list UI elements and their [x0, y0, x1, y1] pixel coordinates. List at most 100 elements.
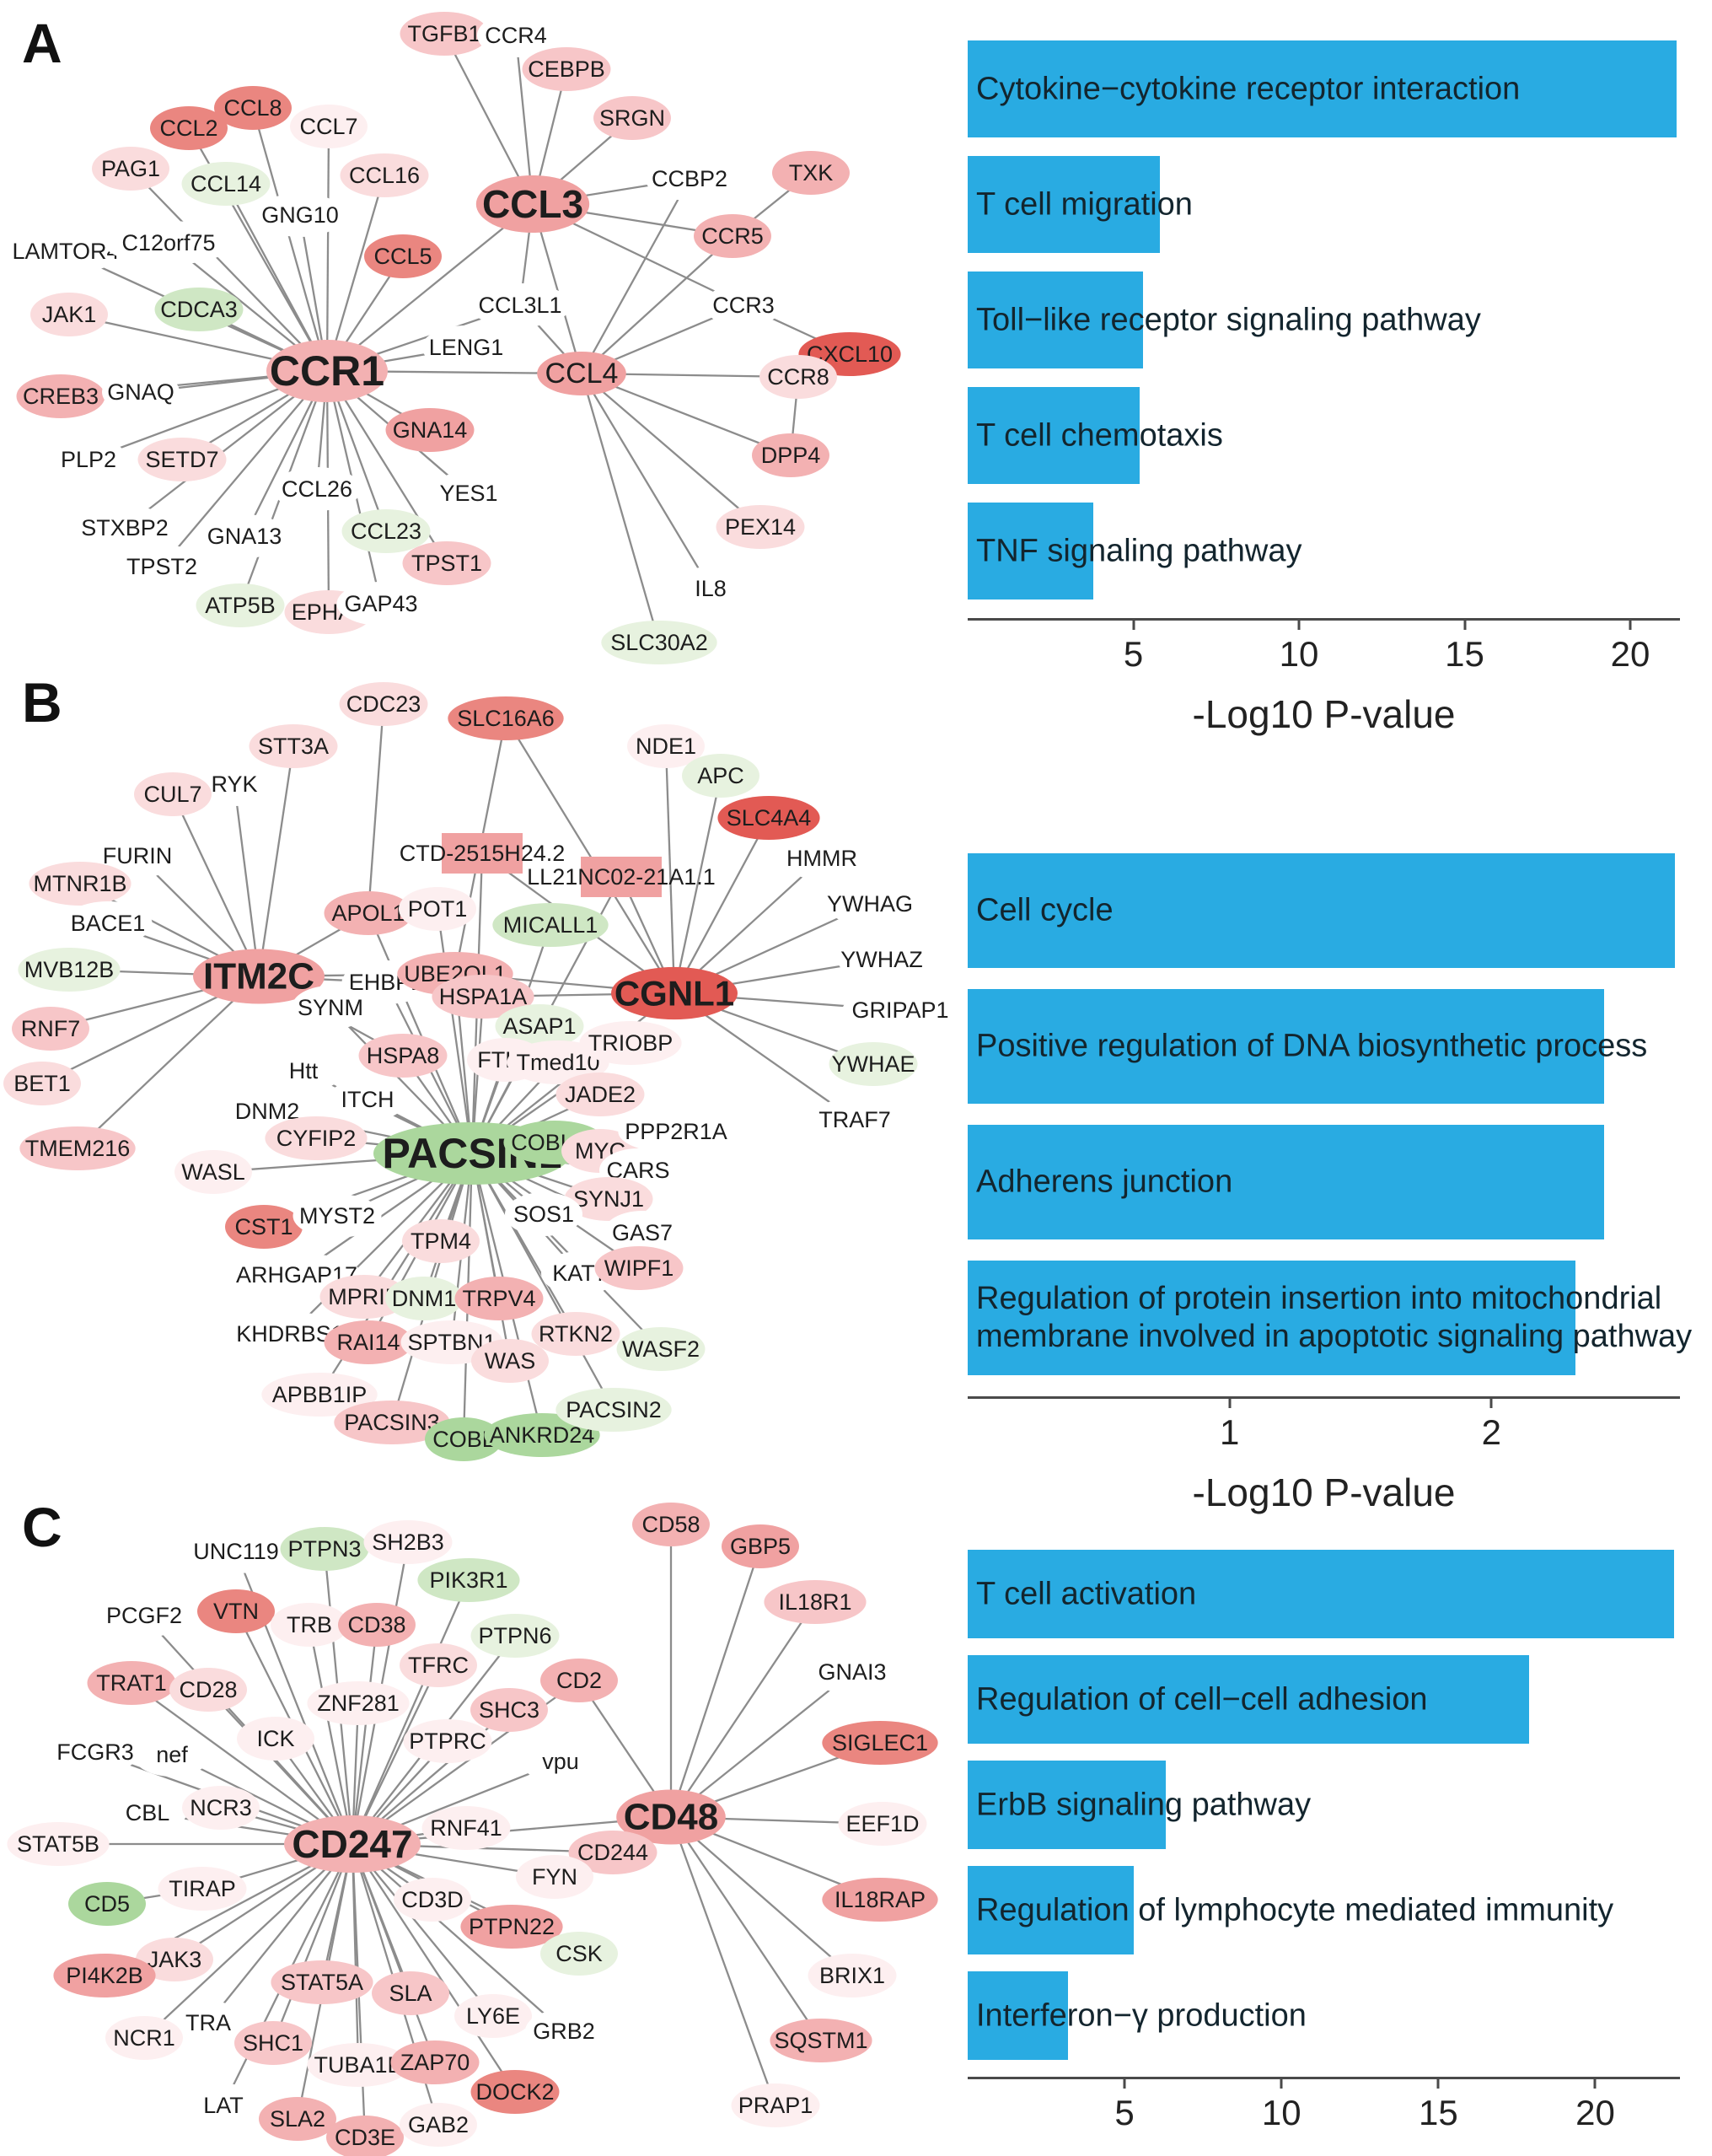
node-shape-ellipse: [99, 1594, 189, 1637]
network-node: SLC30A2: [601, 621, 717, 664]
node-label: RNF7: [21, 1016, 81, 1041]
network-node: MTNR1B: [29, 862, 131, 906]
node-shape-ellipse: [616, 1327, 706, 1371]
network-edge: [670, 1671, 853, 1818]
panel-letter-b: B: [22, 671, 62, 734]
node-label: CTD-2515H24.2: [400, 841, 566, 866]
network-node: SOS1: [505, 1192, 582, 1236]
node-label: CCR5: [701, 223, 764, 249]
node-label: DNM2: [235, 1099, 300, 1124]
node-label: GRIPAP1: [851, 997, 948, 1023]
node-shape-ellipse: [271, 1603, 348, 1647]
network-node: YWHAG: [825, 882, 915, 926]
node-label: FURIN: [103, 843, 173, 868]
network-node: VTN: [197, 1589, 275, 1633]
node-shape-ellipse: [417, 1558, 520, 1602]
network-node: PTPN3: [280, 1527, 369, 1571]
network-edge: [436, 908, 474, 1154]
bar: [968, 1866, 1135, 1954]
node-shape-ellipse: [616, 1789, 726, 1845]
node-shape-ellipse: [16, 374, 105, 418]
node-shape-ellipse: [364, 234, 442, 278]
network-node: BACE1: [63, 901, 153, 945]
node-label: MICALL1: [503, 912, 598, 938]
node-label: Htt: [289, 1058, 319, 1083]
node-shape-rect: [442, 833, 523, 874]
node-label: TGFB1: [407, 21, 480, 46]
network-edge: [131, 1682, 353, 1845]
node-shape-ellipse: [109, 1791, 186, 1835]
node-shape-ellipse: [326, 2116, 404, 2156]
node-label: APOL1: [331, 901, 405, 926]
node-shape-ellipse: [117, 545, 207, 589]
axis-tick-mark: [1228, 1397, 1232, 1408]
node-shape-ellipse: [772, 151, 850, 195]
axis-tick-mark: [1132, 619, 1135, 630]
axis-tick-mark: [1280, 2078, 1283, 2089]
network-node: TXK: [772, 151, 850, 195]
network-edge: [352, 1843, 565, 2032]
node-shape-ellipse: [334, 1401, 450, 1444]
node-shape-ellipse: [150, 106, 228, 150]
pathway-bar-chart-a: Cytokine−cytokine receptor interaction T …: [968, 40, 1693, 737]
axis-tick-mark: [1629, 619, 1632, 630]
node-label: CCL5: [373, 244, 432, 269]
node-shape-ellipse: [259, 2097, 336, 2141]
bar-label: T cell migration: [976, 186, 1193, 223]
node-shape-ellipse: [522, 47, 611, 91]
network-node: vpu: [522, 1739, 599, 1783]
node-shape-ellipse: [522, 1739, 599, 1783]
node-label: SHC3: [479, 1697, 539, 1723]
network-node: C12orf75: [104, 221, 233, 265]
bar-label: ErbB signaling pathway: [976, 1787, 1312, 1823]
network-node: RAI14: [324, 1320, 413, 1364]
node-label: SOS1: [513, 1202, 574, 1227]
node-label: SLC4A4: [727, 805, 812, 831]
network-node: CD58: [632, 1503, 710, 1546]
network-edge: [289, 1153, 473, 1335]
node-shape-ellipse: [158, 1867, 247, 1911]
bar-row: Regulation of protein insertion into mit…: [968, 1261, 1693, 1375]
bar-label: Regulation of protein insertion into mit…: [976, 1281, 1693, 1354]
bar-row: Regulation of lymphocyte mediated immuni…: [968, 1866, 1693, 1954]
node-shape-ellipse: [154, 288, 244, 331]
node-label: SHC1: [243, 2030, 303, 2056]
network-cd247-cd48: UNC119 PTPN3 SH2B3 PIK3R1 CD58 GBP5 IL18R1 GNAI…: [7, 1503, 938, 2156]
node-shape-ellipse: [169, 2001, 247, 2045]
node-label: JADE2: [565, 1082, 636, 1107]
network-edge: [670, 1816, 822, 2041]
node-shape-ellipse: [3, 1062, 81, 1105]
node-shape-rect: [581, 857, 662, 897]
node-shape-ellipse: [716, 505, 805, 549]
node-shape-ellipse: [341, 509, 431, 553]
network-node: HSPA1A: [432, 975, 534, 1019]
node-label: HSPA8: [367, 1043, 440, 1068]
network-node: PRAP1: [731, 2083, 820, 2127]
network-node: UNC119: [185, 1530, 287, 1573]
network-node: SYNM: [292, 986, 369, 1030]
network-node: CD48: [616, 1789, 726, 1845]
node-shape-ellipse: [284, 1815, 421, 1874]
node-label: DOCK2: [475, 2079, 554, 2105]
node-shape-ellipse: [400, 12, 489, 56]
node-label: PEX14: [725, 514, 796, 540]
network-node: IL18R1: [764, 1580, 867, 1624]
bar-area: Cell cycle Positive regulation of DNA bio…: [968, 853, 1693, 1375]
network-node: NDE1: [627, 724, 705, 768]
node-shape-ellipse: [731, 2083, 820, 2127]
node-shape-ellipse: [400, 2103, 477, 2147]
node-label: SETD7: [145, 447, 218, 472]
network-edge: [669, 1546, 762, 1818]
bar-row: TNF signaling pathway: [968, 503, 1693, 599]
node-shape-ellipse: [722, 1524, 799, 1568]
node-shape-ellipse: [385, 408, 475, 452]
node-shape-ellipse: [214, 86, 292, 130]
node-label: GNG10: [261, 202, 339, 228]
node-shape-ellipse: [51, 1730, 140, 1774]
node-shape-ellipse: [73, 506, 176, 550]
network-node: MICALL1: [492, 903, 609, 947]
bar: [968, 156, 1160, 253]
node-label: CD244: [577, 1840, 648, 1865]
network-edge: [130, 168, 328, 372]
network-node: ITCH: [329, 1078, 406, 1121]
